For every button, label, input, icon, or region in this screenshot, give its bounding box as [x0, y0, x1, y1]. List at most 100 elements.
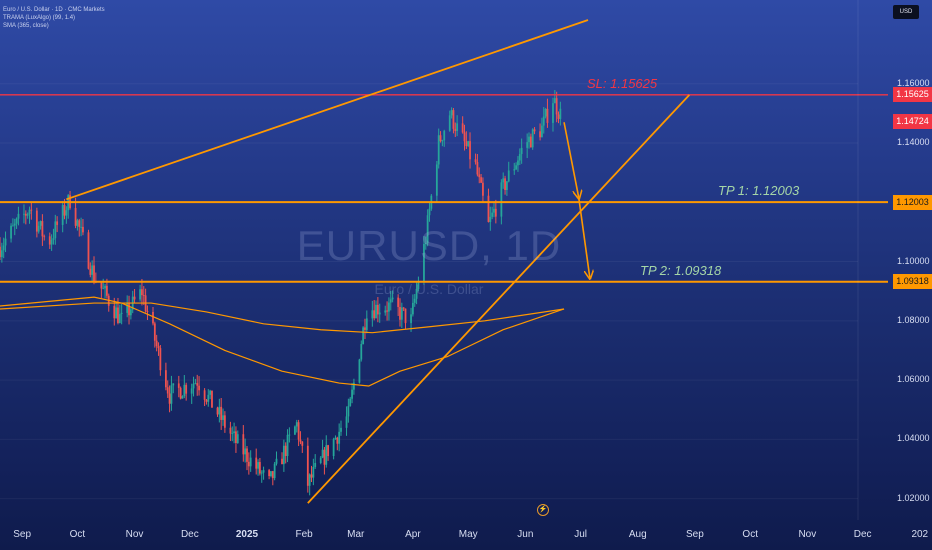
candle [450, 107, 453, 119]
candle [391, 290, 394, 303]
watermark-symbol: EURUSD, 1D [296, 222, 562, 269]
candle-body [301, 441, 304, 446]
candle [260, 470, 263, 483]
candle-body [334, 437, 337, 440]
candle-body [23, 213, 25, 215]
candle-body [487, 195, 490, 223]
candle [157, 342, 160, 356]
candle [153, 321, 156, 348]
candle [128, 295, 130, 325]
candle-body [517, 160, 519, 166]
candle [235, 426, 237, 453]
candle [480, 173, 482, 184]
candle-body [249, 457, 252, 467]
tp1-price-tag: 1.12003 [893, 194, 932, 210]
candle [389, 290, 392, 311]
candle-body [152, 311, 154, 324]
candle [493, 202, 495, 218]
candle [301, 441, 304, 453]
candle-body [507, 170, 510, 182]
candle [35, 207, 38, 238]
candle-body [209, 390, 212, 395]
candle-body [413, 298, 416, 303]
candle-body [306, 445, 309, 486]
candle-body [310, 474, 313, 478]
candle [118, 304, 121, 324]
time-tick-label: Dec [180, 529, 199, 540]
candle [347, 398, 350, 423]
candle-body [478, 174, 481, 178]
candle-body [141, 289, 143, 296]
candle-body [56, 221, 59, 225]
candle-body [54, 221, 57, 239]
candle-body [338, 431, 341, 444]
candle-body [526, 142, 529, 148]
candle [373, 300, 376, 321]
candle-body [504, 178, 506, 191]
candle-body [388, 302, 390, 312]
candle [164, 362, 167, 391]
candle-body [172, 383, 175, 386]
candle-body [242, 434, 245, 455]
candle-body [4, 238, 7, 246]
candle-body [544, 108, 547, 117]
indicator-legend[interactable]: Euro / U.S. Dollar · 1D · CMC Markets TR… [3, 6, 105, 30]
candle-body [391, 297, 394, 300]
candle-body [452, 110, 455, 129]
candle [469, 132, 471, 169]
candle-body [231, 432, 234, 434]
candle-body [113, 305, 116, 319]
candle-body [190, 388, 193, 394]
candle [39, 220, 42, 230]
candle [515, 162, 518, 171]
candle [288, 427, 291, 443]
candle [411, 294, 414, 317]
candle [203, 388, 206, 407]
candle [520, 138, 523, 164]
candle-body [0, 250, 3, 258]
candle-body [218, 406, 221, 415]
candle [76, 218, 79, 231]
candle [78, 218, 81, 237]
candle-body [424, 242, 427, 244]
candle [244, 438, 247, 463]
candle-body [133, 296, 136, 300]
time-tick-label: Jul [574, 529, 588, 540]
candle [299, 431, 302, 445]
candle [281, 452, 283, 465]
candle-body [312, 466, 315, 478]
candle [404, 308, 407, 330]
price-tick-label: 1.02000 [897, 492, 930, 503]
candle-body [399, 306, 401, 320]
candle [15, 217, 18, 229]
candle-body [314, 462, 317, 467]
candle [294, 425, 296, 436]
candle-body [513, 169, 516, 171]
candle-body [106, 285, 108, 296]
candle [362, 326, 365, 345]
candle [262, 466, 265, 480]
price-tick-label: 1.06000 [897, 374, 930, 385]
candle [378, 303, 381, 323]
candle-body [351, 389, 353, 399]
candle-body [39, 221, 42, 226]
candle-body [205, 399, 208, 402]
currency-badge[interactable]: USD [893, 5, 919, 19]
candle-body [358, 359, 361, 383]
candle [386, 301, 388, 321]
candle [233, 422, 235, 444]
candle [371, 300, 374, 327]
candle [270, 471, 272, 478]
candle-body [528, 136, 530, 143]
lightning-icon[interactable]: ⚡ [537, 504, 549, 516]
candle [553, 89, 556, 104]
candle-body [552, 103, 554, 123]
candle [179, 386, 182, 400]
candle-body [288, 434, 291, 436]
candle-body [281, 458, 283, 465]
candle-body [365, 318, 368, 330]
candle-body [80, 226, 83, 228]
candle-body [376, 304, 379, 315]
